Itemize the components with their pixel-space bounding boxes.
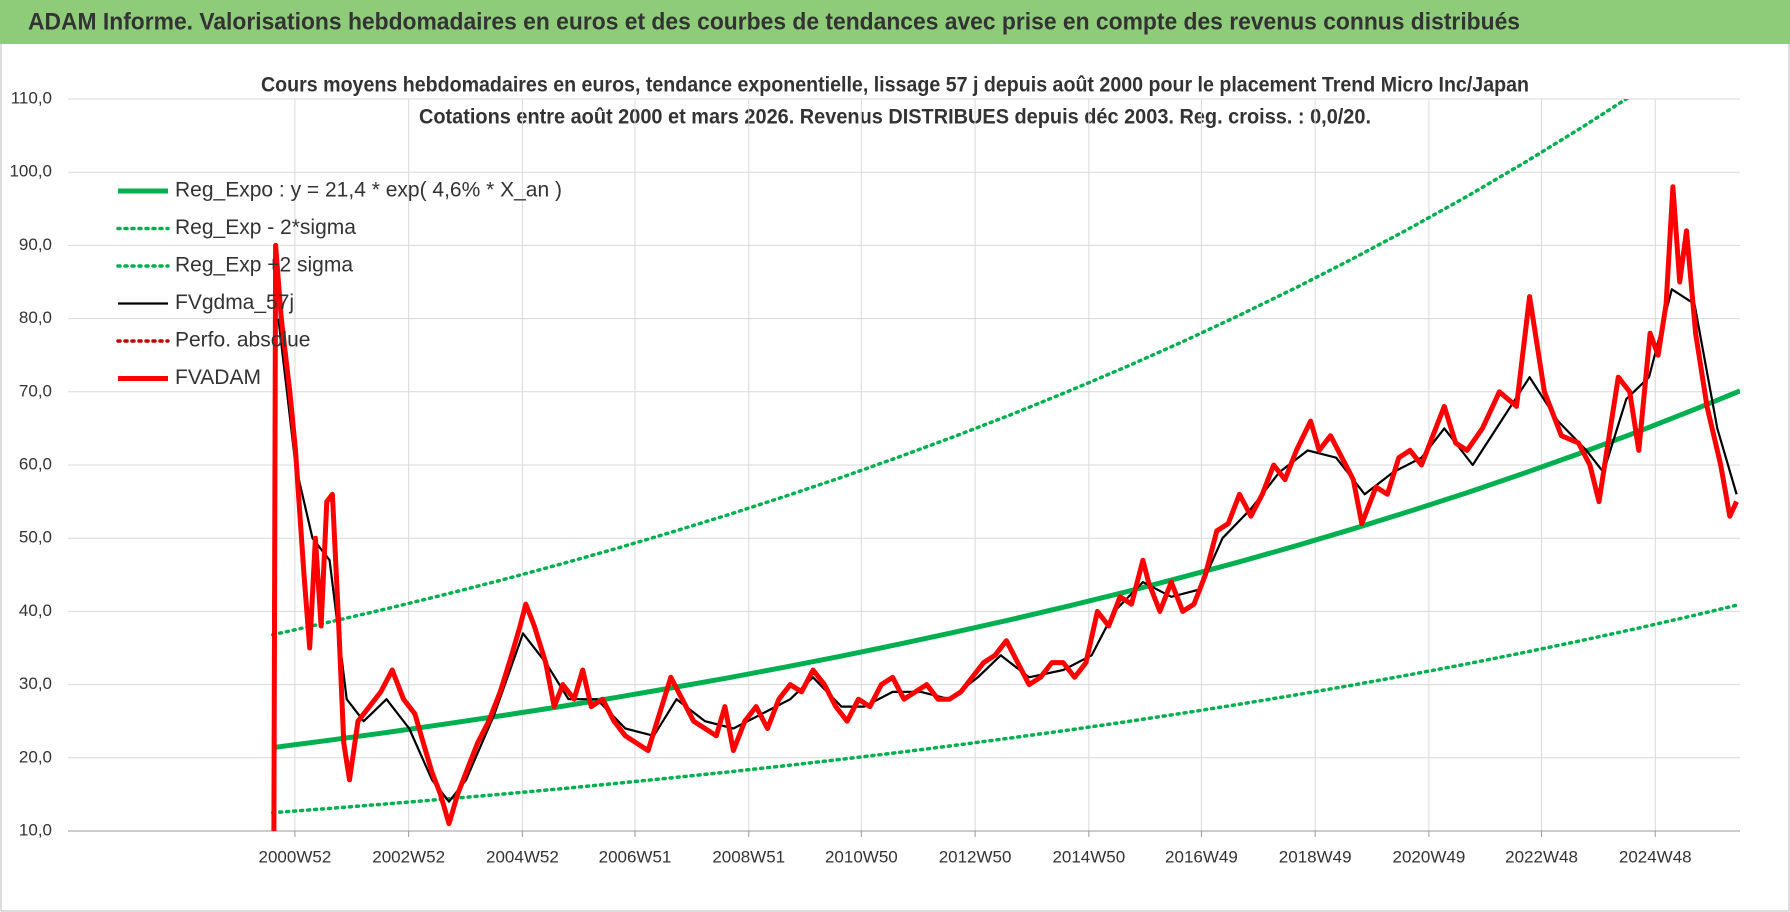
x-tick-label: 2024W48 xyxy=(1619,847,1692,866)
y-tick-label: 100,0 xyxy=(9,162,52,181)
x-tick-label: 2014W50 xyxy=(1052,847,1125,866)
y-tick-label: 70,0 xyxy=(19,381,52,400)
y-tick-label: 50,0 xyxy=(19,528,52,547)
legend-label: FVgdma_57j xyxy=(175,291,294,314)
y-tick-label: 30,0 xyxy=(19,674,52,693)
legend: Reg_Expo : y = 21,4 * exp( 4,6% * X_an )… xyxy=(116,179,562,389)
x-tick-label: 2002W52 xyxy=(372,847,445,866)
y-tick-label: 20,0 xyxy=(19,747,52,766)
x-tick-label: 2010W50 xyxy=(825,847,898,866)
series-line xyxy=(271,184,1739,831)
plot-area xyxy=(270,99,1740,831)
header-title: ADAM Informe. Valorisations hebdomadaire… xyxy=(28,8,1520,35)
y-tick-label: 110,0 xyxy=(11,88,52,107)
y-tick-label: 90,0 xyxy=(19,235,52,254)
x-tick-label: 2008W51 xyxy=(712,847,785,866)
series-line xyxy=(270,99,1630,637)
x-tick-label: 2012W50 xyxy=(939,847,1012,866)
y-tick-label: 80,0 xyxy=(19,308,52,327)
legend-label: Reg_Expo : y = 21,4 * exp( 4,6% * X_an ) xyxy=(175,179,562,202)
x-tick-label: 2000W52 xyxy=(259,847,332,866)
chart-subtitle: Cotations entre août 2000 et mars 2026. … xyxy=(419,106,1371,129)
x-tick-label: 2016W49 xyxy=(1165,847,1238,866)
legend-label: Perfo. absolue xyxy=(175,329,310,352)
x-tick-label: 2018W49 xyxy=(1279,847,1352,866)
series-line xyxy=(272,388,1740,751)
legend-label: Reg_Exp +2 sigma xyxy=(175,254,353,277)
x-tick-label: 2004W52 xyxy=(486,847,559,866)
legend-label: FVADAM xyxy=(175,366,261,389)
header-bar xyxy=(0,0,1790,44)
grid: 10,0 20,0 30,0 40,0 50,0 60,0 70,0 80,0 90,0 100,… xyxy=(9,88,1740,866)
y-tick-label: 40,0 xyxy=(19,601,52,620)
chart-title: Cours moyens hebdomadaires en euros, ten… xyxy=(261,74,1529,97)
series-line xyxy=(270,602,1740,815)
x-tick-label: 2020W49 xyxy=(1393,847,1466,866)
x-tick-label: 2022W48 xyxy=(1505,847,1578,866)
y-tick-label: 60,0 xyxy=(19,454,52,473)
x-tick-label: 2006W51 xyxy=(599,847,672,866)
legend-label: Reg_Exp - 2*sigma xyxy=(175,216,356,239)
y-tick-label: 10,0 xyxy=(19,820,52,839)
